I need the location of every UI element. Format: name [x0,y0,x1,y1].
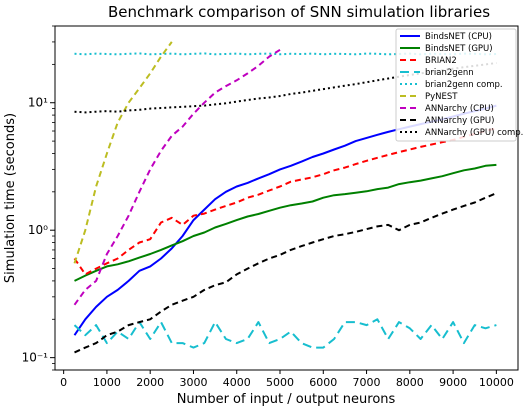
legend-box [395,28,517,142]
legend-label: PyNEST [425,92,458,102]
legend-label: ANNarchy (CPU) [425,104,494,114]
x-tick-label: 4000 [223,376,251,389]
x-tick-label: 0 [60,376,67,389]
y-axis-label: Simulation time (seconds) [3,113,18,283]
legend-label: ANNarchy (GPU) comp. [425,128,523,138]
legend-label: BindsNET (CPU) [425,32,492,42]
legend: BindsNET (CPU) BindsNET (GPU) BRIAN2 brian2… [395,28,523,142]
x-tick-label: 6000 [309,376,337,389]
legend-label: ANNarchy (GPU) [425,116,494,126]
x-tick-label: 2000 [136,376,164,389]
x-tick-label: 3000 [179,376,207,389]
series-line [73,318,497,349]
y-tick-label: 10⁻¹ [22,351,49,365]
series-line [73,48,281,306]
legend-label: BindsNET (GPU) [425,44,493,54]
legend-label: brian2genn [425,68,474,78]
x-tick-label: 10000 [479,376,514,389]
x-tick-label: 8000 [396,376,424,389]
plot-frame [54,25,519,371]
x-axis-ticks: 0 1000 2000 3000 4000 5000 6000 7000 8000 9000 100… [60,370,514,389]
x-tick-label: 9000 [439,376,467,389]
series-line [73,127,497,276]
series-line [74,163,497,282]
legend-label: brian2genn comp. [425,80,503,90]
x-tick-label: 1000 [93,376,121,389]
series-line [74,192,497,354]
chart-title: Benchmark comparison of SNN simulation l… [108,3,490,21]
y-tick-label: 10¹ [28,96,48,110]
legend-label: BRIAN2 [425,56,457,66]
series-line [74,62,497,114]
x-tick-label: 5000 [266,376,294,389]
y-tick-label: 10⁰ [28,223,48,237]
y-axis-ticks: 10⁻¹ 10⁰ 10¹ [22,25,55,371]
x-tick-label: 7000 [353,376,381,389]
x-axis-label: Number of input / output neurons [177,392,396,407]
